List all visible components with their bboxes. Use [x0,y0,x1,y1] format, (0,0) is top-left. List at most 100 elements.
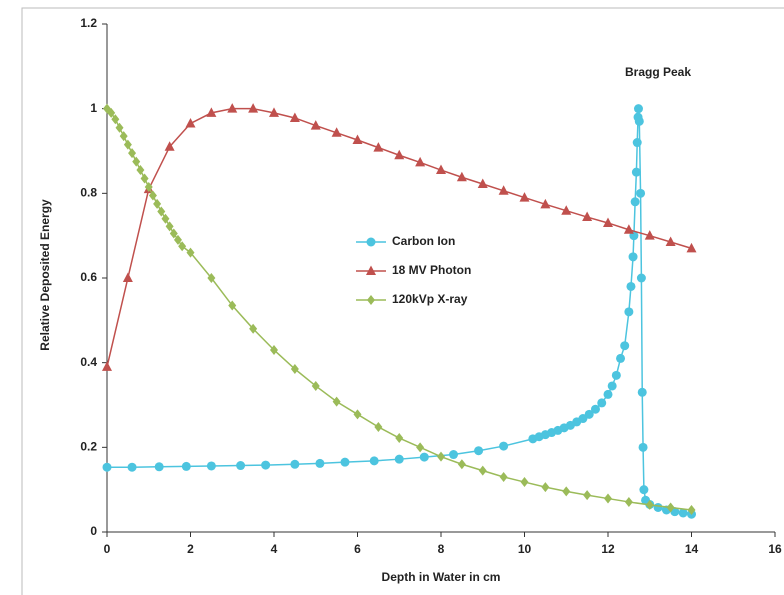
data-point [620,341,630,351]
x-tick-label: 0 [104,542,111,556]
data-point [541,482,550,493]
data-point [227,103,238,113]
data-point [666,502,675,513]
data-point [603,389,613,399]
data-point [353,409,362,420]
data-point [419,452,429,462]
data-point [437,451,445,462]
data-point [332,396,341,407]
data-point [315,458,325,468]
y-tick-label: 0.4 [80,355,97,369]
data-point [540,198,551,209]
data-point [638,442,648,452]
data-point [477,178,488,189]
data-point [630,197,640,207]
data-point [639,485,649,495]
y-axis-title: Relative Deposited Energy [38,199,52,351]
data-point [457,459,466,470]
data-point [394,454,404,464]
data-point [633,104,643,114]
legend-marker [367,295,375,305]
data-point [603,217,613,227]
data-point [153,198,162,209]
data-point [102,462,112,472]
data-point [582,211,593,222]
data-point [456,171,467,182]
x-tick-label: 4 [271,542,278,556]
data-point [394,149,405,160]
data-point [665,236,676,247]
legend-label: Carbon Ion [392,234,455,248]
data-point [310,120,321,130]
data-point [161,213,170,224]
data-point [626,281,636,291]
data-point [686,242,697,253]
data-point [140,173,149,184]
chart-frame [21,7,784,595]
y-tick-label: 1 [90,101,97,115]
data-point [154,462,164,472]
data-point [144,181,153,192]
data-point [206,461,216,471]
data-point [604,493,612,504]
legend-label: 18 MV Photon [392,263,471,277]
data-point [270,344,278,355]
data-point [373,142,384,152]
y-tick-label: 0.8 [80,186,97,200]
data-point [395,433,404,444]
data-point [289,112,300,122]
data-point [111,114,120,125]
data-point [449,450,459,460]
data-point [616,353,626,363]
data-point [206,107,217,117]
data-point [115,122,124,133]
data-point [181,461,191,471]
data-point [311,380,320,391]
data-point [645,499,654,510]
x-tick-label: 10 [518,542,532,556]
legend-label: 120kVp X-ray [392,292,468,306]
data-point [687,504,696,515]
x-axis-title: Depth in Water in cm [382,570,501,584]
data-point [520,477,529,488]
data-point [185,117,196,128]
data-point [157,206,166,217]
data-point [624,307,634,317]
data-point [628,252,638,262]
data-point [148,190,157,201]
data-point [678,508,688,518]
data-point [173,234,182,245]
y-tick-label: 0.6 [80,270,97,284]
annotation: Bragg Peak [625,65,691,79]
data-point [597,398,607,408]
x-tick-label: 12 [601,542,615,556]
data-point [248,103,259,113]
data-point [127,462,137,472]
data-point [436,164,446,175]
data-point [369,456,379,466]
data-point [634,116,644,126]
data-point [607,381,617,391]
data-point [623,224,634,234]
x-tick-label: 16 [768,542,782,556]
data-point [128,148,137,159]
x-tick-label: 6 [354,542,361,556]
x-tick-label: 14 [685,542,699,556]
data-point [636,273,646,283]
data-point [119,131,128,142]
data-point [186,247,195,258]
data-point [178,241,187,252]
data-point [499,441,509,451]
data-point [583,490,592,501]
data-point [636,188,646,198]
legend-marker [366,237,376,247]
data-point [499,471,508,482]
data-point [249,323,258,334]
data-point [611,370,621,380]
data-point [374,422,383,433]
data-point [624,496,633,507]
y-tick-label: 0 [90,524,97,538]
data-point [132,156,141,167]
data-point [632,138,642,148]
